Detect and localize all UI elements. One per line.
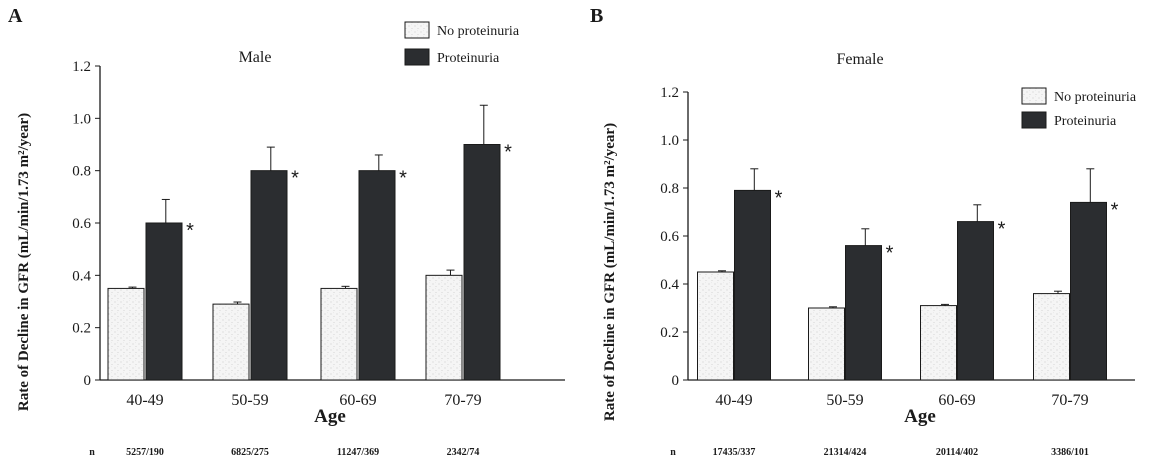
x-tick-label: 40-49 bbox=[126, 392, 163, 409]
chart-panel-b: B Female 0 0.2 0.4 0.6 0.8 1.0 1.2 Rate of Declin… bbox=[590, 5, 1137, 458]
bar-no-proteinuria bbox=[212, 303, 250, 381]
x-tick-label: 50-59 bbox=[231, 392, 268, 409]
bar-no-proteinuria bbox=[697, 271, 734, 381]
y-tick-label: 1.0 bbox=[660, 133, 679, 149]
bar-proteinuria bbox=[250, 170, 288, 381]
chart-title: Male bbox=[239, 49, 272, 66]
bar-no-proteinuria bbox=[1033, 293, 1070, 381]
x-tick-label: 70-79 bbox=[1051, 392, 1088, 409]
y-tick-label: 0.2 bbox=[660, 325, 679, 341]
legend-label-no-proteinuria: No proteinuria bbox=[437, 24, 520, 39]
legend: No proteinuria Proteinuria bbox=[1021, 87, 1137, 129]
bar-no-proteinuria bbox=[808, 307, 845, 381]
bar-no-proteinuria bbox=[425, 274, 463, 381]
y-tick-label: 0.4 bbox=[72, 268, 91, 284]
significance-marker: * bbox=[291, 168, 299, 190]
x-tick-label: 60-69 bbox=[938, 392, 975, 409]
chart-title: Female bbox=[836, 51, 883, 68]
y-tick-label: 0.2 bbox=[72, 321, 91, 337]
legend-label-proteinuria: Proteinuria bbox=[437, 51, 500, 66]
bar-proteinuria bbox=[145, 222, 183, 381]
y-axis-label: Rate of Decline in GFR (mL/min/1.73 m²/y… bbox=[602, 123, 618, 421]
bar-proteinuria bbox=[358, 170, 396, 381]
significance-marker: * bbox=[998, 219, 1006, 241]
sample-size-n-label: n bbox=[670, 447, 676, 458]
legend-swatch-proteinuria bbox=[1021, 111, 1047, 129]
significance-marker: * bbox=[399, 168, 407, 190]
bar-proteinuria bbox=[1070, 201, 1107, 381]
sample-size-label: 5257/190 bbox=[126, 447, 164, 458]
y-tick-label: 0 bbox=[672, 373, 680, 389]
legend: No proteinuria Proteinuria bbox=[404, 21, 520, 66]
y-axis-label: Rate of Decline in GFR (mL/min/1.73 m²/y… bbox=[16, 113, 32, 411]
x-axis-label: Age bbox=[904, 406, 936, 427]
panel-letter: A bbox=[8, 5, 23, 27]
bar-proteinuria bbox=[845, 245, 882, 381]
sample-size-label: 20114/402 bbox=[936, 447, 978, 458]
significance-marker: * bbox=[1111, 199, 1119, 221]
y-tick-label: 1.0 bbox=[72, 111, 91, 127]
chart-panel-a: A Male 0 0.2 0.4 0.6 0.8 1.0 1.2 Rate of Decline … bbox=[8, 5, 565, 458]
legend-label-proteinuria: Proteinuria bbox=[1054, 114, 1117, 129]
y-tick-label: 0.4 bbox=[660, 277, 679, 293]
significance-marker: * bbox=[775, 187, 783, 209]
sample-size-label: 3386/101 bbox=[1051, 447, 1089, 458]
significance-marker: * bbox=[504, 142, 512, 164]
x-axis-label: Age bbox=[314, 406, 346, 427]
significance-marker: * bbox=[186, 220, 194, 242]
sample-size-label: 21314/424 bbox=[824, 447, 867, 458]
panel-letter: B bbox=[590, 5, 603, 27]
significance-marker: * bbox=[886, 243, 894, 265]
legend-swatch-no-proteinuria bbox=[404, 21, 430, 39]
sample-size-n-label: n bbox=[89, 447, 95, 458]
sample-size-label: 6825/275 bbox=[231, 447, 269, 458]
y-tick-label: 1.2 bbox=[72, 59, 91, 75]
bar-no-proteinuria bbox=[920, 305, 957, 381]
bar-no-proteinuria bbox=[320, 287, 358, 381]
y-tick-label: 1.2 bbox=[660, 85, 679, 101]
bar-no-proteinuria bbox=[107, 287, 145, 381]
x-tick-label: 50-59 bbox=[826, 392, 863, 409]
bar-proteinuria bbox=[957, 221, 994, 381]
y-tick-label: 0.8 bbox=[72, 164, 91, 180]
legend-swatch-no-proteinuria bbox=[1021, 87, 1047, 105]
y-tick-label: 0.6 bbox=[660, 229, 679, 245]
legend-swatch-proteinuria bbox=[404, 48, 430, 66]
bar-proteinuria bbox=[463, 144, 501, 381]
sample-size-label: 2342/74 bbox=[447, 447, 480, 458]
x-tick-label: 60-69 bbox=[339, 392, 376, 409]
y-tick-label: 0.6 bbox=[72, 216, 91, 232]
y-tick-label: 0 bbox=[84, 373, 92, 389]
y-tick-label: 0.8 bbox=[660, 181, 679, 197]
sample-size-label: 17435/337 bbox=[713, 447, 756, 458]
x-tick-label: 40-49 bbox=[715, 392, 752, 409]
x-tick-label: 70-79 bbox=[444, 392, 481, 409]
sample-size-label: 11247/369 bbox=[337, 447, 379, 458]
bar-proteinuria bbox=[734, 189, 771, 381]
legend-label-no-proteinuria: No proteinuria bbox=[1054, 90, 1137, 105]
